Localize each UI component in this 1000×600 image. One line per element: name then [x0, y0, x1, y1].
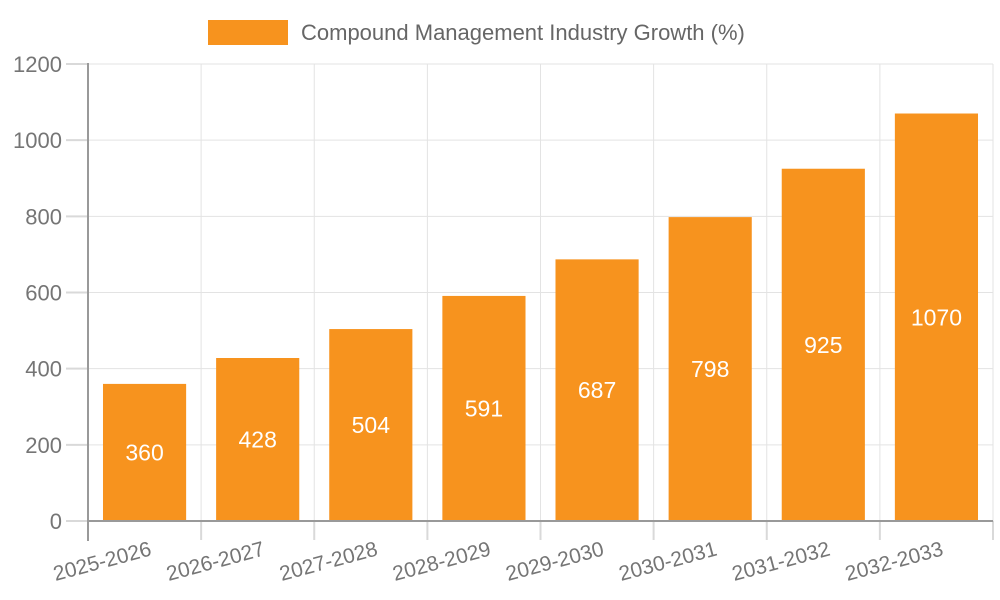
y-axis-label: 0	[50, 509, 62, 534]
bar[interactable]	[329, 329, 413, 521]
bar[interactable]	[555, 259, 639, 521]
x-axis-label: 2027-2028	[277, 538, 380, 586]
legend-item[interactable]: Compound Management Industry Growth (%)	[208, 20, 745, 45]
bar[interactable]	[781, 168, 865, 521]
y-axis-label: 400	[25, 357, 62, 382]
bar-value-label: 925	[804, 332, 842, 358]
bar-value-label: 798	[691, 356, 729, 382]
bar[interactable]	[668, 217, 752, 521]
y-axis-label: 1000	[13, 128, 62, 153]
x-axis-label: 2026-2027	[164, 538, 267, 586]
bar[interactable]	[894, 113, 979, 521]
x-axis-label: 2025-2026	[51, 538, 154, 586]
x-axis-label: 2029-2030	[503, 538, 606, 586]
y-axis-label: 800	[25, 204, 62, 229]
x-axis-label: 2028-2029	[390, 538, 493, 586]
x-axis-label: 2032-2033	[843, 538, 946, 586]
legend-label: Compound Management Industry Growth (%)	[301, 20, 745, 45]
x-axis-label: 2030-2031	[617, 538, 720, 586]
bar-value-label: 1070	[911, 304, 962, 330]
y-axis-label: 1200	[13, 52, 62, 77]
bar-value-label: 360	[125, 439, 163, 465]
x-axis-label: 2031-2032	[730, 538, 833, 586]
y-axis-label: 200	[25, 433, 62, 458]
bar[interactable]	[442, 295, 526, 521]
bar-value-label: 428	[239, 427, 277, 453]
y-axis-label: 600	[25, 281, 62, 306]
bar[interactable]	[216, 358, 300, 521]
bar[interactable]	[102, 383, 187, 521]
bar-value-label: 591	[465, 395, 503, 421]
legend-swatch	[208, 20, 288, 45]
bar-value-label: 504	[352, 412, 391, 438]
bar-value-label: 687	[578, 377, 616, 403]
